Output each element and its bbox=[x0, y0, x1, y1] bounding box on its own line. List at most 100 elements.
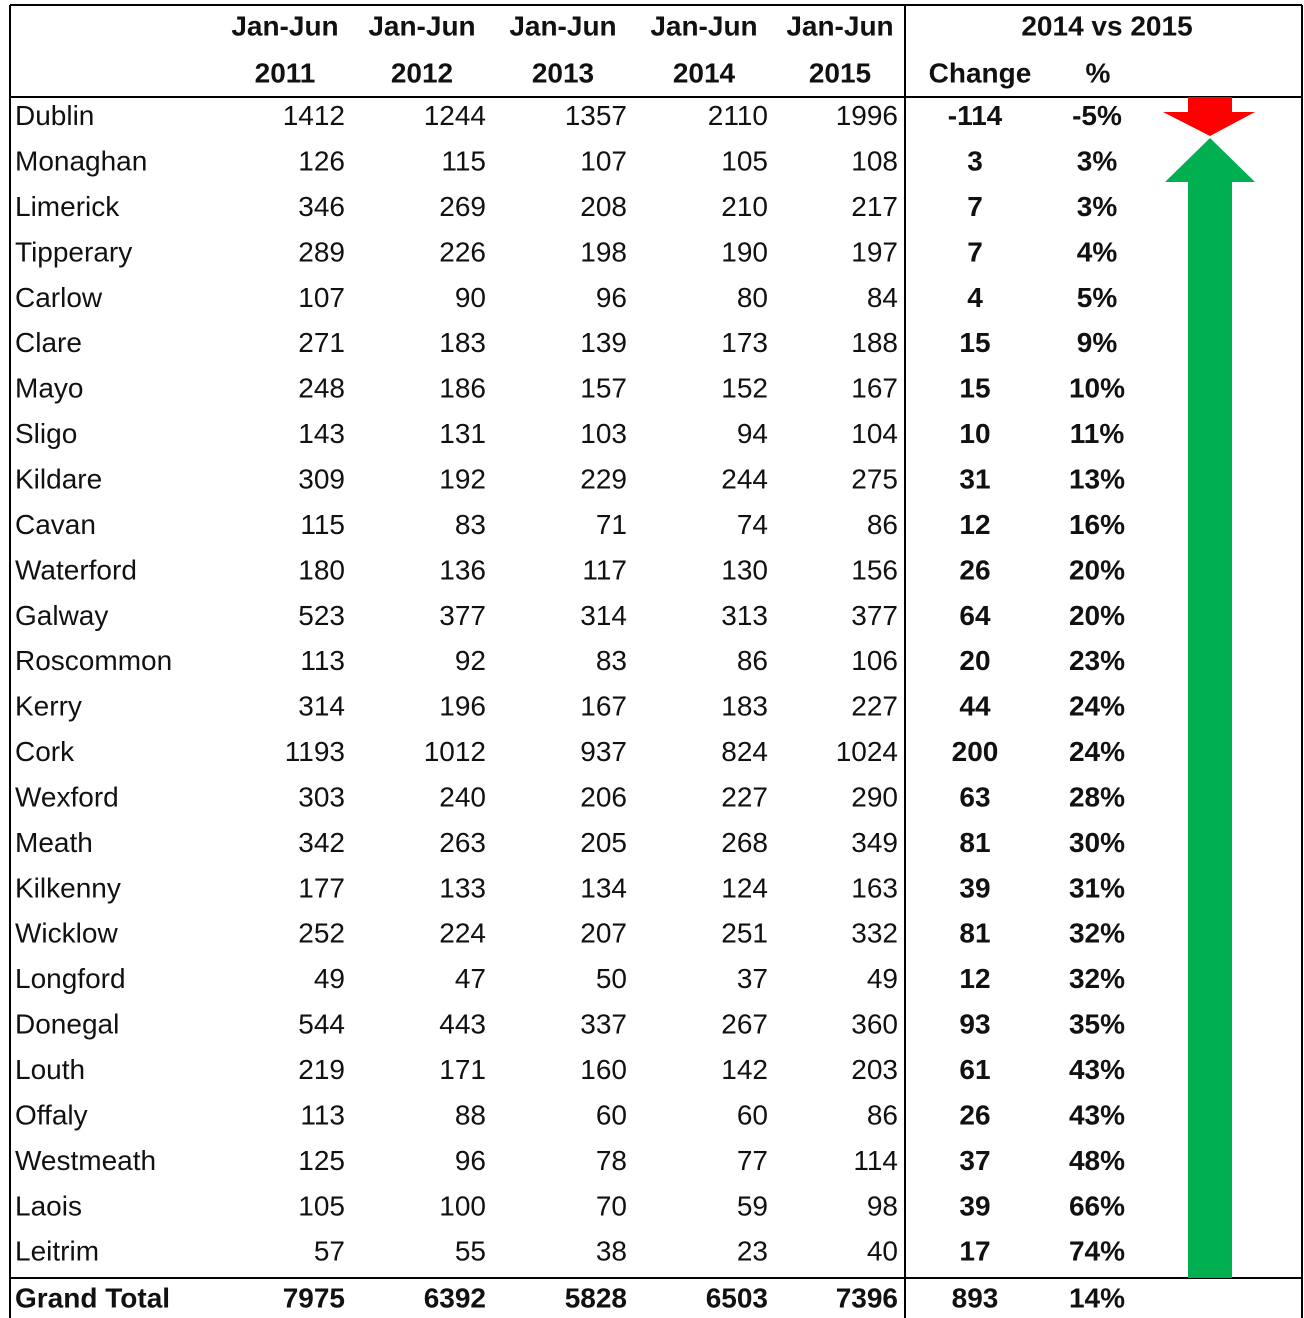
column-header: 2013 bbox=[532, 57, 594, 88]
percent-cell: 32% bbox=[1069, 918, 1125, 949]
cell: 6392 bbox=[424, 1282, 486, 1313]
cell: 314 bbox=[298, 691, 345, 722]
change-cell: 81 bbox=[959, 827, 990, 858]
percent-cell: 20% bbox=[1069, 600, 1125, 631]
county-name: Leitrim bbox=[15, 1236, 99, 1267]
cell: 124 bbox=[721, 872, 768, 903]
change-cell: 15 bbox=[959, 373, 990, 404]
county-name: Wexford bbox=[15, 781, 119, 812]
percent-cell: 23% bbox=[1069, 645, 1125, 676]
percent-cell: 13% bbox=[1069, 463, 1125, 494]
cell: 80 bbox=[737, 282, 768, 313]
cell: 163 bbox=[851, 872, 898, 903]
change-cell: 26 bbox=[959, 554, 990, 585]
cell: 50 bbox=[596, 963, 627, 994]
cell: 6503 bbox=[706, 1282, 768, 1313]
cell: 544 bbox=[298, 1009, 345, 1040]
cell: 71 bbox=[596, 509, 627, 540]
cell: 57 bbox=[314, 1236, 345, 1267]
cell: 167 bbox=[580, 691, 627, 722]
cell: 47 bbox=[455, 963, 486, 994]
cell: 248 bbox=[298, 373, 345, 404]
percent-cell: 28% bbox=[1069, 781, 1125, 812]
cell: 94 bbox=[737, 418, 768, 449]
cell: 313 bbox=[721, 600, 768, 631]
percent-cell: 31% bbox=[1069, 872, 1125, 903]
cell: 267 bbox=[721, 1009, 768, 1040]
change-cell: 93 bbox=[959, 1009, 990, 1040]
cell: 86 bbox=[737, 645, 768, 676]
cell: 208 bbox=[580, 191, 627, 222]
change-cell: 17 bbox=[959, 1236, 990, 1267]
cell: 113 bbox=[300, 1099, 345, 1130]
cell: 83 bbox=[596, 645, 627, 676]
percent-cell: 74% bbox=[1069, 1236, 1125, 1267]
change-cell: 7 bbox=[967, 191, 983, 222]
cell: 38 bbox=[596, 1236, 627, 1267]
change-cell: 7 bbox=[967, 236, 983, 267]
cell: 217 bbox=[851, 191, 898, 222]
cell: 349 bbox=[851, 827, 898, 858]
cell: 88 bbox=[455, 1099, 486, 1130]
cell: 244 bbox=[721, 463, 768, 494]
cell: 77 bbox=[737, 1145, 768, 1176]
cell: 240 bbox=[439, 781, 486, 812]
county-name: Limerick bbox=[15, 191, 120, 222]
cell: 337 bbox=[580, 1009, 627, 1040]
cell: 289 bbox=[298, 236, 345, 267]
change-cell: 20 bbox=[959, 645, 990, 676]
change-cell: 4 bbox=[967, 282, 983, 313]
cell: 206 bbox=[580, 781, 627, 812]
county-name: Mayo bbox=[15, 373, 83, 404]
cell: 105 bbox=[298, 1190, 345, 1221]
cell: 192 bbox=[439, 463, 486, 494]
cell: 92 bbox=[455, 645, 486, 676]
cell: 114 bbox=[853, 1145, 898, 1176]
cell: 142 bbox=[721, 1054, 768, 1085]
cell: 5828 bbox=[565, 1282, 627, 1313]
cell: 205 bbox=[580, 827, 627, 858]
cell: 113 bbox=[300, 645, 345, 676]
cell: 55 bbox=[455, 1236, 486, 1267]
county-name: Carlow bbox=[15, 282, 103, 313]
cell: 2110 bbox=[708, 100, 768, 131]
cell: 126 bbox=[298, 146, 345, 177]
cell: 40 bbox=[867, 1236, 898, 1267]
percent-cell: 9% bbox=[1077, 327, 1118, 358]
up-arrow bbox=[1165, 138, 1255, 1278]
county-name: Cavan bbox=[15, 509, 96, 540]
percent-cell: 3% bbox=[1077, 146, 1118, 177]
county-name: Donegal bbox=[15, 1009, 119, 1040]
cell: 252 bbox=[298, 918, 345, 949]
cell: 263 bbox=[439, 827, 486, 858]
cell: 1996 bbox=[836, 100, 898, 131]
county-name: Longford bbox=[15, 963, 126, 994]
county-name: Waterford bbox=[15, 554, 137, 585]
change-cell: 10 bbox=[959, 418, 990, 449]
column-header: 2015 bbox=[809, 57, 871, 88]
county-name: Kerry bbox=[15, 691, 82, 722]
county-name: Clare bbox=[15, 327, 82, 358]
cell: 125 bbox=[298, 1145, 345, 1176]
cell: 360 bbox=[851, 1009, 898, 1040]
cell: 290 bbox=[851, 781, 898, 812]
cell: 70 bbox=[596, 1190, 627, 1221]
cell: 131 bbox=[439, 418, 486, 449]
change-cell: 39 bbox=[959, 872, 990, 903]
cell: 314 bbox=[580, 600, 627, 631]
county-name: Dublin bbox=[15, 100, 94, 131]
percent-cell: 66% bbox=[1069, 1190, 1125, 1221]
cell: 74 bbox=[737, 509, 768, 540]
change-cell: 3 bbox=[967, 146, 983, 177]
cell: 227 bbox=[851, 691, 898, 722]
cell: 130 bbox=[721, 554, 768, 585]
percent-cell: 24% bbox=[1069, 691, 1125, 722]
cell: 210 bbox=[721, 191, 768, 222]
column-header: 2012 bbox=[391, 57, 453, 88]
percent-cell: 5% bbox=[1077, 282, 1118, 313]
cell: 377 bbox=[439, 600, 486, 631]
cell: 523 bbox=[298, 600, 345, 631]
change-cell: 15 bbox=[959, 327, 990, 358]
cell: 303 bbox=[298, 781, 345, 812]
